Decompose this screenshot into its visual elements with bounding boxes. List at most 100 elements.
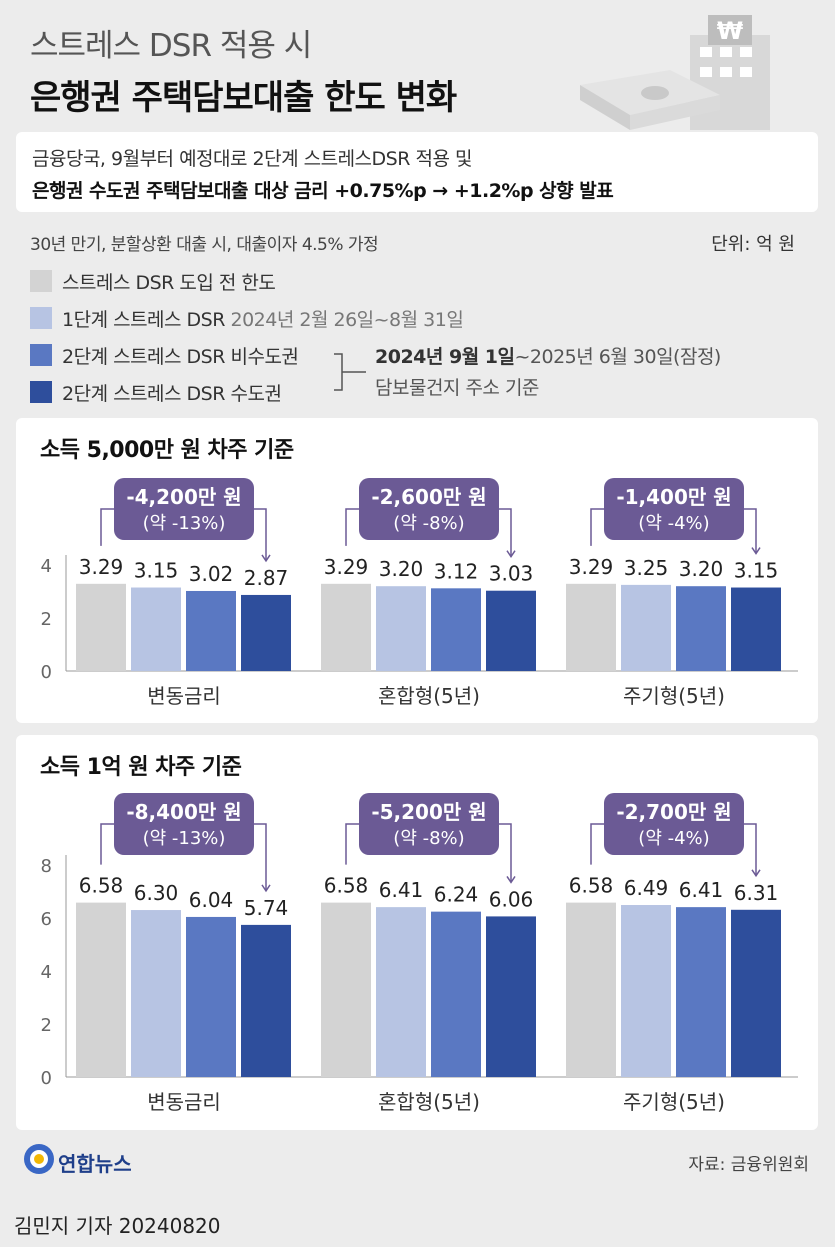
legend-swatch-pre: [30, 270, 52, 292]
bar-value-label: 6.24: [434, 883, 479, 907]
callout-connector: [345, 823, 359, 865]
bar: [621, 905, 671, 1077]
assumption-note: 30년 만기, 분할상환 대출 시, 대출이자 4.5% 가정: [30, 235, 379, 255]
callout-amount: -5,200만 원: [371, 800, 486, 824]
bar: [241, 924, 291, 1077]
bar-value-label: 3.25: [624, 556, 669, 580]
callout-box: [604, 793, 744, 855]
callout-arrowhead: [751, 547, 761, 555]
source-label: 자료: 금융위원회: [688, 1155, 809, 1175]
callout-percent: (약 -8%): [393, 513, 464, 534]
bar: [676, 586, 726, 671]
svg-text:₩: ₩: [717, 17, 744, 45]
category-label: 혼합형(5년): [378, 1090, 480, 1114]
summary-box: 금융당국, 9월부터 예정대로 2단계 스트레스DSR 적용 및 은행권 수도권…: [16, 132, 818, 212]
bar: [186, 916, 236, 1077]
bar: [241, 594, 291, 671]
legend-label-stage2-non-capital: 2단계 스트레스 DSR 비수도권: [62, 346, 299, 368]
bar-value-label: 3.29: [324, 555, 369, 579]
chart-svg-income-100m: 0 2 4 6 8 6.58 6.30 6.04 5.74 변동금리 -8,400만 원 (약 -13…: [41, 793, 798, 1114]
chart-svg-income-50m: 0 2 4 3.29 3.15 3.02 2.87 변동금리 -4,200만 원 (약 -13%)…: [41, 478, 798, 708]
callout-connector: [100, 508, 114, 546]
callout-connector: [254, 823, 267, 891]
bar: [431, 911, 481, 1077]
callout-amount: -2,600만 원: [371, 485, 486, 509]
y-tick-label: 8: [41, 856, 52, 877]
callout-percent: (약 -13%): [143, 513, 226, 534]
y-tick-label: 4: [41, 962, 52, 983]
summary-line1: 금융당국, 9월부터 예정대로 2단계 스트레스DSR 적용 및: [32, 148, 472, 170]
callout-percent: (약 -4%): [638, 828, 709, 849]
callout-arrowhead: [261, 884, 271, 893]
bar: [131, 587, 181, 671]
callout-connector: [744, 508, 757, 554]
bar: [486, 590, 536, 671]
bar-value-label: 2.87: [244, 566, 289, 590]
bar-value-label: 6.04: [189, 888, 234, 912]
bar: [131, 910, 181, 1077]
callout-amount: -4,200만 원: [126, 485, 241, 509]
callout-box: [604, 478, 744, 540]
bar-value-label: 6.30: [134, 881, 179, 905]
bar: [76, 902, 126, 1077]
callout-amount: -2,700만 원: [616, 800, 731, 824]
bar: [186, 590, 236, 671]
bar-value-label: 6.06: [489, 887, 534, 911]
bar: [621, 584, 671, 671]
category-label: 주기형(5년): [623, 684, 725, 708]
bar: [566, 583, 616, 671]
callout-box: [114, 478, 254, 540]
callout-connector: [499, 508, 512, 557]
bar-value-label: 6.41: [679, 878, 724, 902]
callout-box: [359, 793, 499, 855]
bar-value-label: 3.29: [569, 555, 614, 579]
callout-connector: [345, 508, 359, 546]
callout-box: [114, 793, 254, 855]
bar: [376, 907, 426, 1077]
y-tick-label: 0: [41, 662, 52, 683]
bar: [731, 587, 781, 671]
bar-value-label: 3.03: [489, 562, 534, 586]
bar: [676, 907, 726, 1077]
page-title-line2: 은행권 주택담보대출 한도 변화: [30, 78, 457, 118]
callout-box: [359, 478, 499, 540]
callout-arrowhead: [751, 869, 761, 878]
bar-value-label: 3.20: [379, 557, 424, 581]
callout-connector: [744, 823, 757, 876]
legend-swatch-stage2-capital: [30, 381, 52, 403]
legend-row-stage1: 1단계 스트레스 DSR 2024년 2월 26일~8월 31일: [62, 305, 464, 332]
callout-arrowhead: [261, 554, 271, 563]
legend-swatch-stage2-non-capital: [30, 344, 52, 366]
callout-connector: [254, 508, 267, 561]
legend-note-line2: 담보물건지 주소 기준: [375, 377, 539, 399]
bar: [321, 902, 371, 1077]
bar-value-label: 5.74: [244, 896, 289, 920]
category-label: 혼합형(5년): [378, 684, 480, 708]
y-tick-label: 2: [41, 609, 52, 630]
callout-percent: (약 -4%): [638, 513, 709, 534]
page-title-line1: 스트레스 DSR 적용 시: [30, 28, 312, 64]
logo-text: 연합뉴스: [58, 1152, 132, 1176]
legend-swatch-stage1: [30, 307, 52, 329]
bar: [76, 583, 126, 671]
bar-value-label: 6.58: [79, 874, 124, 898]
chart-panel-income-50m: 소득 5,000만 원 차주 기준 0 2 4 3.29 3.15 3.02 2.87 변동금…: [16, 418, 818, 723]
bar-value-label: 3.29: [79, 555, 124, 579]
bar: [321, 583, 371, 671]
chart-title: 소득 5,000만 원 차주 기준: [40, 438, 294, 463]
y-tick-label: 0: [41, 1068, 52, 1089]
bar-value-label: 3.15: [134, 559, 179, 583]
bar: [431, 588, 481, 671]
bar-value-label: 6.49: [624, 876, 669, 900]
callout-amount: -8,400만 원: [126, 800, 241, 824]
bar-value-label: 3.20: [679, 557, 724, 581]
chart-panel-income-100m: 소득 1억 원 차주 기준 0 2 4 6 8 6.58 6.30 6.04 5.74 변동금리 -…: [16, 735, 818, 1130]
chart-title: 소득 1억 원 차주 기준: [40, 755, 242, 780]
yonhap-logo-icon: [24, 1144, 54, 1174]
byline: 김민지 기자 20240820: [14, 1214, 221, 1238]
bar: [376, 586, 426, 671]
callout-arrowhead: [506, 875, 516, 884]
bar-value-label: 6.58: [324, 874, 369, 898]
y-tick-label: 6: [41, 909, 52, 930]
legend-sub-stage1: 2024년 2월 26일~8월 31일: [230, 309, 464, 331]
